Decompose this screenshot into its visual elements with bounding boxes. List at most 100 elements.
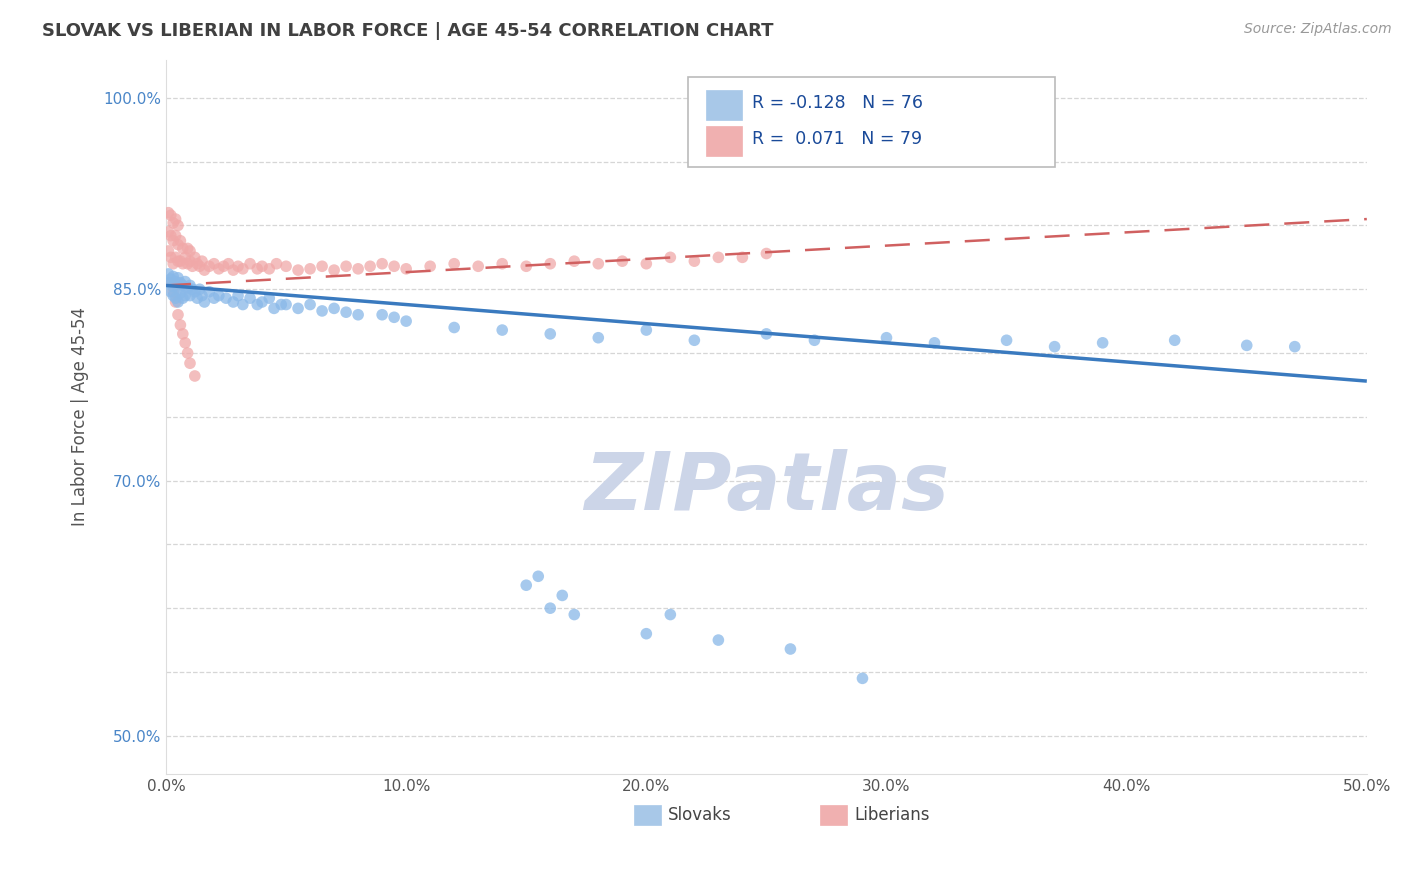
Point xyxy=(538,601,561,615)
Point xyxy=(1091,335,1114,350)
Point xyxy=(239,257,262,271)
Point xyxy=(191,288,214,302)
Point xyxy=(707,251,730,265)
FancyBboxPatch shape xyxy=(706,126,742,156)
Point xyxy=(755,246,778,260)
Point xyxy=(287,301,309,316)
Point xyxy=(359,260,381,274)
Point xyxy=(208,288,231,302)
Point xyxy=(162,288,184,302)
Point xyxy=(1163,333,1185,347)
Point xyxy=(172,291,194,305)
Point xyxy=(311,260,333,274)
Point xyxy=(323,301,346,316)
Point xyxy=(491,323,513,337)
Point xyxy=(779,642,801,657)
Point xyxy=(167,295,190,310)
Text: Slovaks: Slovaks xyxy=(668,806,731,824)
Point xyxy=(287,263,309,277)
Point xyxy=(217,257,239,271)
Point xyxy=(184,369,207,384)
Point xyxy=(382,260,405,274)
Point xyxy=(169,234,191,248)
Point xyxy=(323,263,346,277)
Point xyxy=(162,216,184,230)
Point xyxy=(851,671,873,685)
Point xyxy=(263,301,285,316)
Point xyxy=(299,261,322,276)
Text: SLOVAK VS LIBERIAN IN LABOR FORCE | AGE 45-54 CORRELATION CHART: SLOVAK VS LIBERIAN IN LABOR FORCE | AGE … xyxy=(42,22,773,40)
Point xyxy=(707,633,730,648)
Point xyxy=(202,291,225,305)
Point xyxy=(181,260,204,274)
Point xyxy=(876,331,898,345)
Point xyxy=(395,261,418,276)
Point xyxy=(165,291,187,305)
Point xyxy=(176,281,198,295)
Point xyxy=(612,254,634,268)
Point xyxy=(755,326,778,341)
Point xyxy=(198,260,221,274)
Text: R = -0.128   N = 76: R = -0.128 N = 76 xyxy=(752,95,922,112)
Point xyxy=(562,607,585,622)
Point xyxy=(803,333,825,347)
Point xyxy=(208,261,231,276)
Point xyxy=(226,260,249,274)
Point xyxy=(186,257,208,271)
Point xyxy=(172,278,194,293)
Point xyxy=(659,251,682,265)
Point xyxy=(491,257,513,271)
Text: ZIPatlas: ZIPatlas xyxy=(583,450,949,527)
Point xyxy=(270,297,292,311)
Point xyxy=(259,291,281,305)
Point xyxy=(1236,338,1258,352)
FancyBboxPatch shape xyxy=(706,90,742,120)
Point xyxy=(259,261,281,276)
Point xyxy=(159,272,181,286)
FancyBboxPatch shape xyxy=(821,805,846,825)
Point xyxy=(562,254,585,268)
Point xyxy=(169,276,191,290)
Point xyxy=(174,275,197,289)
Point xyxy=(250,260,273,274)
Point xyxy=(162,234,184,248)
Point xyxy=(588,257,610,271)
Point xyxy=(186,291,208,305)
Point xyxy=(467,260,489,274)
Text: Source: ZipAtlas.com: Source: ZipAtlas.com xyxy=(1244,22,1392,37)
Point xyxy=(1284,340,1306,354)
Point xyxy=(174,335,197,350)
Point xyxy=(176,241,198,255)
Point xyxy=(184,251,207,265)
Point xyxy=(157,267,180,281)
Point xyxy=(226,288,249,302)
Point xyxy=(222,295,245,310)
FancyBboxPatch shape xyxy=(689,78,1054,167)
Point xyxy=(162,257,184,271)
Point xyxy=(193,295,215,310)
Point xyxy=(157,244,180,258)
Point xyxy=(167,254,190,268)
Point xyxy=(515,578,537,592)
Point xyxy=(159,285,181,299)
Point xyxy=(172,257,194,271)
Point xyxy=(515,260,537,274)
Point xyxy=(179,244,201,258)
Point xyxy=(179,254,201,268)
Point xyxy=(174,251,197,265)
Point xyxy=(167,308,190,322)
Point xyxy=(176,346,198,360)
Point xyxy=(188,282,211,296)
Point xyxy=(198,285,221,299)
Point xyxy=(246,297,269,311)
Point xyxy=(169,254,191,268)
Point xyxy=(174,288,197,302)
Point xyxy=(659,607,682,622)
Point xyxy=(188,260,211,274)
Point xyxy=(167,281,190,295)
Point xyxy=(232,297,254,311)
Point xyxy=(159,228,181,243)
Point xyxy=(167,270,190,285)
Point xyxy=(193,263,215,277)
Point xyxy=(165,212,187,227)
